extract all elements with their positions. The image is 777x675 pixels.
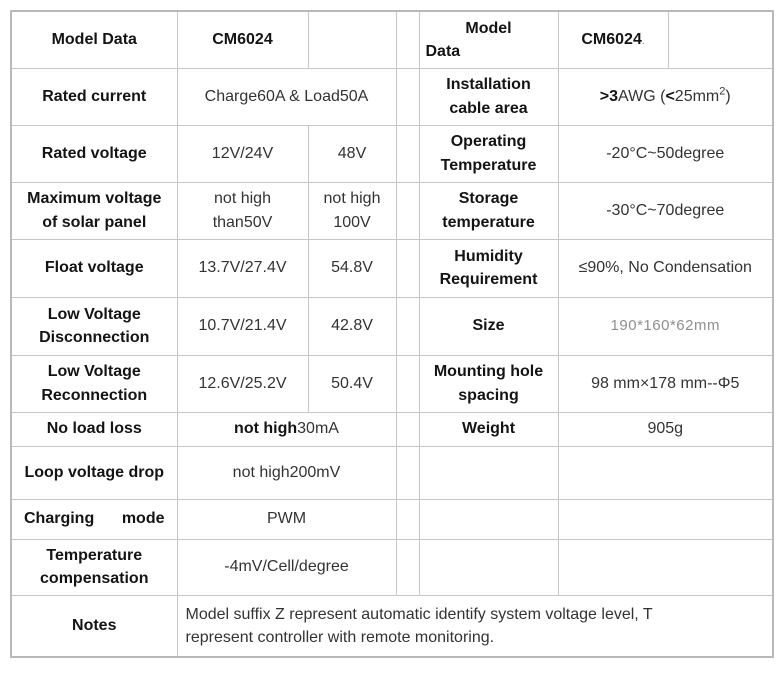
table-row: Maximum voltage of solar panel not high th…	[10, 181, 774, 240]
empty-cell	[667, 10, 774, 69]
charging-mode-label: Charging mode	[10, 498, 178, 540]
temperature-compensation-label: Temperature compensation	[10, 538, 178, 596]
spacer-cell	[395, 181, 420, 240]
low-voltage-disconnection-value-48: 42.8V	[307, 296, 397, 356]
spec-table-body: Model Data CM6024 Model Data CM6024. Rated cu…	[10, 10, 774, 658]
empty-cell	[557, 445, 774, 500]
loop-voltage-drop-value: not high200mV	[176, 445, 397, 500]
spacer-cell	[395, 538, 420, 596]
spacer-cell	[395, 67, 420, 126]
empty-cell	[418, 498, 559, 540]
installation-cable-area-label: Installation cable area	[418, 67, 559, 126]
table-row: No load loss not high30mA Weight 905g	[10, 411, 774, 447]
low-voltage-reconnection-value-48: 50.4V	[307, 354, 397, 413]
empty-cell	[418, 538, 559, 596]
humidity-requirement-label: Humidity Requirement	[418, 238, 559, 298]
notes-value: Model suffix Z represent automatic ident…	[176, 594, 774, 658]
empty-cell	[418, 445, 559, 500]
operating-temperature-value: -20°C~50degree	[557, 124, 774, 183]
model-data-left-header: Model Data	[10, 10, 178, 69]
max-voltage-solar-panel-label: Maximum voltage of solar panel	[10, 181, 178, 240]
storage-temperature-label: Storage temperature	[418, 181, 559, 240]
model-right-value: CM6024.	[557, 10, 669, 69]
float-voltage-label: Float voltage	[10, 238, 178, 298]
spacer-cell	[395, 124, 420, 183]
low-voltage-reconnection-label: Low Voltage Reconnection	[10, 354, 178, 413]
low-voltage-disconnection-label: Low Voltage Disconnection	[10, 296, 178, 356]
float-voltage-value-1224: 13.7V/27.4V	[176, 238, 309, 298]
model-data-right-header: Model Data	[418, 10, 559, 69]
rated-current-value: Charge60A & Load50A	[176, 67, 397, 126]
storage-temperature-value: -30°C~70degree	[557, 181, 774, 240]
empty-cell	[307, 10, 397, 69]
spacer-cell	[395, 411, 420, 447]
spacer-cell	[395, 445, 420, 500]
low-voltage-reconnection-value-1224: 12.6V/25.2V	[176, 354, 309, 413]
rated-voltage-value-48: 48V	[307, 124, 397, 183]
table-row: Rated current Charge60A & Load50A Installa…	[10, 67, 774, 126]
spacer-cell	[395, 498, 420, 540]
spacer-cell	[395, 354, 420, 413]
table-row: Loop voltage drop not high200mV	[10, 445, 774, 500]
float-voltage-value-48: 54.8V	[307, 238, 397, 298]
empty-cell	[557, 498, 774, 540]
size-value: 190*160*62mm	[557, 296, 774, 356]
humidity-requirement-value: ≤90%, No Condensation	[557, 238, 774, 298]
temperature-compensation-value: -4mV/Cell/degree	[176, 538, 397, 596]
spacer-cell	[395, 238, 420, 298]
rated-voltage-label: Rated voltage	[10, 124, 178, 183]
weight-value: 905g	[557, 411, 774, 447]
table-row: Charging mode PWM	[10, 498, 774, 540]
rated-voltage-value-1224: 12V/24V	[176, 124, 309, 183]
installation-cable-area-value: >3AWG (<25mm2)	[557, 67, 774, 126]
operating-temperature-label: Operating Temperature	[418, 124, 559, 183]
low-voltage-disconnection-value-1224: 10.7V/21.4V	[176, 296, 309, 356]
spacer-cell	[395, 296, 420, 356]
table-row: Notes Model suffix Z represent automatic …	[10, 594, 774, 658]
table-row: Temperature compensation -4mV/Cell/degree	[10, 538, 774, 596]
mounting-hole-spacing-label: Mounting hole spacing	[418, 354, 559, 413]
empty-cell	[557, 538, 774, 596]
spacer-cell	[395, 10, 420, 69]
charging-mode-value: PWM	[176, 498, 397, 540]
table-row: Rated voltage 12V/24V 48V Operating Tempera…	[10, 124, 774, 183]
rated-current-label: Rated current	[10, 67, 178, 126]
model-left-value: CM6024	[176, 10, 309, 69]
table-row: Low Voltage Disconnection 10.7V/21.4V 42.8…	[10, 296, 774, 356]
max-voltage-value-48: not high 100V	[307, 181, 397, 240]
table-row: Model Data CM6024 Model Data CM6024.	[10, 10, 774, 69]
max-voltage-value-1224: not high than50V	[176, 181, 309, 240]
spec-table: Model Data CM6024 Model Data CM6024. Rated cu…	[10, 10, 774, 658]
no-load-loss-value: not high30mA	[176, 411, 397, 447]
loop-voltage-drop-label: Loop voltage drop	[10, 445, 178, 500]
size-label: Size	[418, 296, 559, 356]
weight-label: Weight	[418, 411, 559, 447]
no-load-loss-label: No load loss	[10, 411, 178, 447]
table-row: Float voltage 13.7V/27.4V 54.8V Humidity Re…	[10, 238, 774, 298]
mounting-hole-spacing-value: 98 mm×178 mm--Φ5	[557, 354, 774, 413]
notes-label: Notes	[10, 594, 178, 658]
table-row: Low Voltage Reconnection 12.6V/25.2V 50.4V…	[10, 354, 774, 413]
